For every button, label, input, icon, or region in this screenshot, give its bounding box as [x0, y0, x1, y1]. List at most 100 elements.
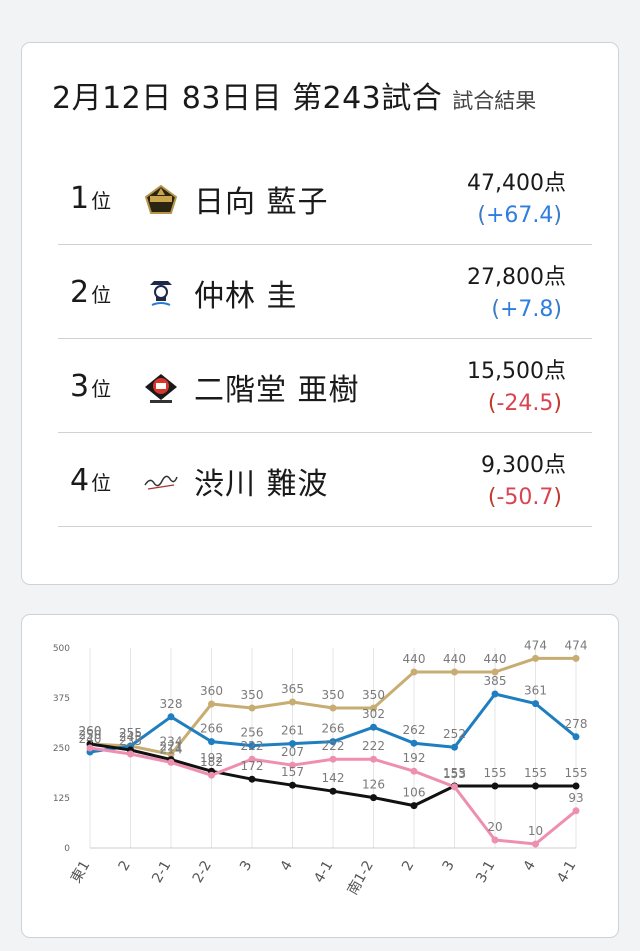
- data-point: [491, 782, 499, 790]
- data-point: [248, 755, 256, 763]
- x-tick-label: 3: [440, 858, 458, 874]
- data-point: [289, 740, 296, 748]
- signature-script-icon: [144, 475, 178, 490]
- data-label: 385: [484, 674, 507, 688]
- pirates-skull-icon: [150, 281, 172, 306]
- point-delta: (-24.5): [487, 391, 562, 416]
- x-tick-label: 4: [278, 858, 296, 874]
- x-tick-label: 南1-2: [345, 858, 377, 898]
- data-label: 260: [79, 724, 102, 738]
- data-point: [410, 802, 418, 810]
- data-label: 350: [241, 688, 264, 702]
- data-label: 214: [160, 742, 183, 756]
- data-label: 93: [568, 791, 583, 805]
- data-label: 440: [403, 652, 426, 666]
- data-point: [451, 668, 458, 676]
- data-label: 255: [119, 726, 142, 740]
- data-point: [532, 840, 539, 848]
- data-point: [451, 743, 458, 751]
- data-point: [208, 738, 215, 746]
- rank-number: 4: [70, 463, 90, 498]
- y-tick-label: 125: [53, 794, 70, 804]
- data-label: 328: [160, 697, 183, 711]
- x-tick-label: 4: [521, 858, 539, 874]
- data-point: [532, 700, 539, 708]
- player-name: 渋川 難波: [194, 467, 329, 502]
- data-label: 155: [565, 766, 588, 780]
- x-tick-label: 3: [237, 858, 255, 874]
- data-label: 155: [443, 766, 466, 780]
- rank-number: 1: [70, 181, 90, 216]
- data-label: 365: [281, 682, 304, 696]
- data-label: 440: [443, 652, 466, 666]
- data-point: [370, 794, 377, 802]
- data-point: [167, 713, 175, 721]
- data-label: 192: [403, 751, 426, 765]
- data-point: [248, 742, 256, 750]
- data-label: 266: [200, 722, 223, 736]
- data-label: 255: [119, 726, 142, 740]
- data-point: [491, 836, 499, 844]
- match-header: 2月12日 83日目 第243試合 試合結果: [52, 73, 536, 117]
- match-title: 2月12日 83日目 第243試合: [52, 81, 443, 116]
- ex-fujin-icon: [145, 374, 177, 403]
- data-label: 260: [79, 724, 102, 738]
- data-label: 266: [322, 722, 345, 736]
- data-label: 240: [79, 732, 102, 746]
- data-label: 262: [403, 723, 426, 737]
- data-label: 250: [79, 728, 102, 742]
- y-tick-label: 250: [53, 744, 70, 754]
- score: 27,800点: [467, 265, 566, 290]
- data-label: 221: [160, 740, 183, 754]
- data-label: 222: [241, 739, 264, 753]
- y-tick-label: 0: [64, 844, 70, 854]
- point-delta: (-50.7): [487, 485, 562, 510]
- data-point: [329, 787, 337, 795]
- data-point: [208, 700, 215, 708]
- x-tick-label: 2: [399, 858, 417, 874]
- data-label: 278: [565, 717, 588, 731]
- data-point: [572, 782, 580, 790]
- data-label: 155: [484, 766, 507, 780]
- data-label: 126: [362, 778, 385, 792]
- data-point: [167, 758, 175, 766]
- data-point: [370, 755, 377, 763]
- data-point: [289, 781, 296, 789]
- x-tick-label: 4-1: [311, 858, 336, 886]
- player-name: 日向 藍子: [194, 185, 329, 220]
- data-label: 222: [322, 739, 345, 753]
- rank-unit: 位: [91, 377, 112, 401]
- data-label: 157: [281, 765, 304, 779]
- data-label: 350: [322, 688, 345, 702]
- data-label: 106: [403, 786, 426, 800]
- data-label: 142: [322, 771, 345, 785]
- data-point: [329, 738, 337, 746]
- data-label: 155: [524, 766, 547, 780]
- score: 9,300点: [481, 453, 566, 478]
- data-label: 245: [119, 730, 142, 744]
- score-line-chart: 0 125 250 375 500 東1 2 2-1 2-2 3 4 4-1 南1-2 2 3 3-1 4 4-1…: [53, 638, 588, 898]
- data-point: [410, 668, 418, 676]
- data-point: [329, 704, 337, 712]
- data-point: [86, 744, 94, 752]
- data-point: [289, 761, 296, 769]
- data-point: [289, 698, 296, 706]
- data-point: [127, 750, 134, 758]
- x-tick-label: 2-1: [149, 858, 174, 886]
- data-label: 256: [241, 726, 264, 740]
- data-label: 474: [565, 638, 588, 652]
- data-point: [370, 723, 377, 731]
- score: 47,400点: [467, 171, 566, 196]
- data-label: 302: [362, 707, 385, 721]
- data-point: [410, 767, 418, 775]
- data-label: 474: [524, 638, 547, 652]
- match-subtitle: 試合結果: [452, 89, 537, 113]
- data-label: 350: [362, 688, 385, 702]
- data-label: 153: [443, 767, 466, 781]
- player-name: 二階堂 亜樹: [194, 373, 360, 408]
